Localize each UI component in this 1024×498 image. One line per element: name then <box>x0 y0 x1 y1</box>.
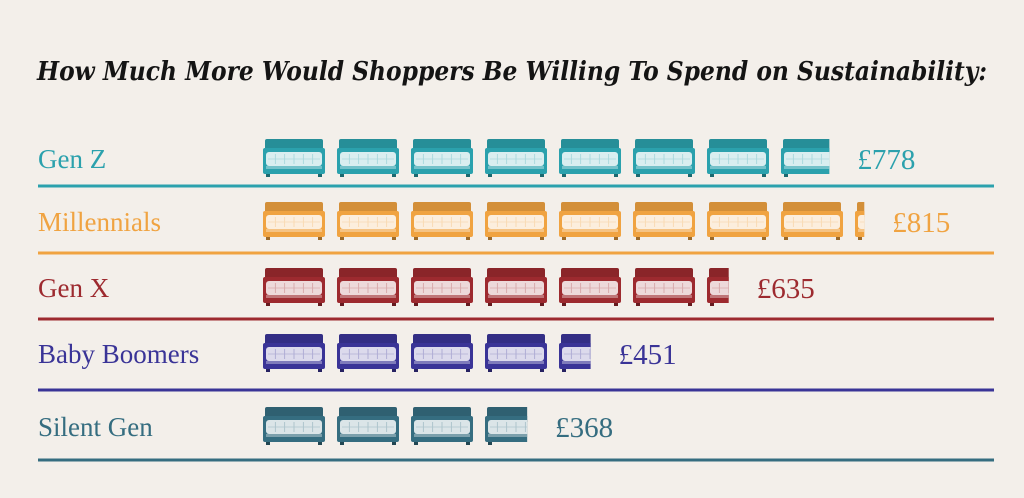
bed-icon <box>411 407 473 445</box>
chart-row: Gen Z £778 <box>38 139 994 188</box>
value-label: £451 <box>619 339 677 371</box>
value-label: £815 <box>892 207 950 239</box>
bed-icon <box>559 268 621 306</box>
bed-icon <box>633 139 695 177</box>
chart-row: Baby Boomers £451 <box>38 334 994 392</box>
bed-icon <box>263 202 325 240</box>
chart-row: Millennials £815 <box>38 202 994 255</box>
bed-icon <box>411 139 473 177</box>
bed-icon-partial <box>855 202 865 240</box>
chart-row: Gen X £635 <box>38 268 994 321</box>
bed-icon <box>485 268 547 306</box>
bed-icon <box>263 268 325 306</box>
bed-icon-partial <box>781 139 830 177</box>
bed-icon <box>485 334 547 372</box>
category-label: Silent Gen <box>38 412 153 442</box>
category-label: Baby Boomers <box>38 339 199 369</box>
bed-icon <box>263 334 325 372</box>
category-label: Gen X <box>38 273 110 303</box>
bed-icon <box>411 268 473 306</box>
bed-icon <box>263 139 325 177</box>
value-label: £635 <box>757 273 815 305</box>
bed-icon <box>263 407 325 445</box>
bed-icon <box>411 202 473 240</box>
category-label: Gen Z <box>38 144 106 174</box>
bed-icon <box>337 407 399 445</box>
bed-icon-partial <box>707 268 729 306</box>
chart-title: How Much More Would Shoppers Be Willing … <box>36 57 987 87</box>
bed-icon <box>411 334 473 372</box>
bed-icon <box>337 202 399 240</box>
bed-icon <box>707 139 769 177</box>
bed-icon <box>633 202 695 240</box>
chart-row: Silent Gen £368 <box>38 407 994 462</box>
bed-icon <box>485 202 547 240</box>
bed-icon <box>633 268 695 306</box>
bed-icon <box>781 202 843 240</box>
category-label: Millennials <box>38 207 161 237</box>
bed-icon-partial <box>559 334 591 372</box>
bed-icon <box>559 139 621 177</box>
value-label: £778 <box>857 144 915 176</box>
bed-icon <box>485 139 547 177</box>
bed-icon <box>337 334 399 372</box>
bed-icon <box>707 202 769 240</box>
bed-icon <box>559 202 621 240</box>
bed-icon-partial <box>485 407 528 445</box>
bed-icon <box>337 268 399 306</box>
bed-icon <box>337 139 399 177</box>
value-label: £368 <box>555 412 613 444</box>
